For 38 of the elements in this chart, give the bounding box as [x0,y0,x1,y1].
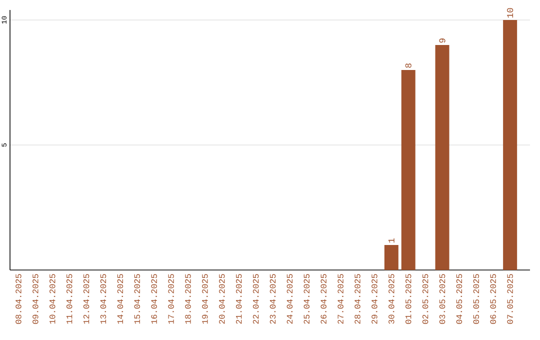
x-tick-label: 21.04.2025 [236,274,242,324]
x-tick-label: 17.04.2025 [168,274,174,324]
x-tick-label: 22.04.2025 [252,274,259,324]
x-tick-label: 10.04.2025 [49,274,56,324]
x-tick-label: 30.04.2025 [388,274,394,324]
x-tick-label: 16.04.2025 [151,274,157,324]
bar [384,245,398,270]
data-label: 10 [507,8,514,18]
x-tick-label: 09.04.2025 [32,274,38,324]
x-tick-label: 04.05.2025 [456,274,462,324]
x-tick-label: 27.04.2025 [338,274,344,324]
x-tick-label: 13.04.2025 [100,274,106,324]
x-tick-label: 06.05.2025 [490,274,496,324]
x-tick-label: 28.04.2025 [354,274,360,324]
x-tick-label: 29.04.2025 [372,274,378,324]
x-tick-label: 20.04.2025 [219,274,225,324]
bar [503,20,518,270]
data-label: 1 [388,238,394,243]
x-tick-label: 08.04.2025 [16,274,22,324]
x-tick-label: 18.04.2025 [185,274,191,324]
data-label: 9 [439,38,446,43]
x-tick-label: 11.04.2025 [66,274,72,324]
x-tick-label: 07.05.2025 [507,274,513,324]
x-tick-label: 01.05.2025 [405,274,412,324]
x-tick-label: 15.04.2025 [134,274,140,324]
x-tick-label: 19.04.2025 [202,274,208,324]
x-tick-label: 24.04.2025 [286,274,293,324]
x-tick-label: 05.05.2025 [473,274,480,324]
bar [401,70,416,270]
bar [435,44,450,270]
x-tick-label: 03.05.2025 [439,274,446,324]
x-tick-label: 26.04.2025 [320,274,326,324]
x-tick-label: 12.04.2025 [83,274,90,324]
data-label: 8 [405,64,412,68]
x-tick-label: 25.04.2025 [304,274,310,324]
x-tick-label: 23.04.2025 [270,274,276,324]
x-tick-label: 14.04.2025 [117,274,124,324]
x-tick-label: 02.05.2025 [422,274,428,324]
